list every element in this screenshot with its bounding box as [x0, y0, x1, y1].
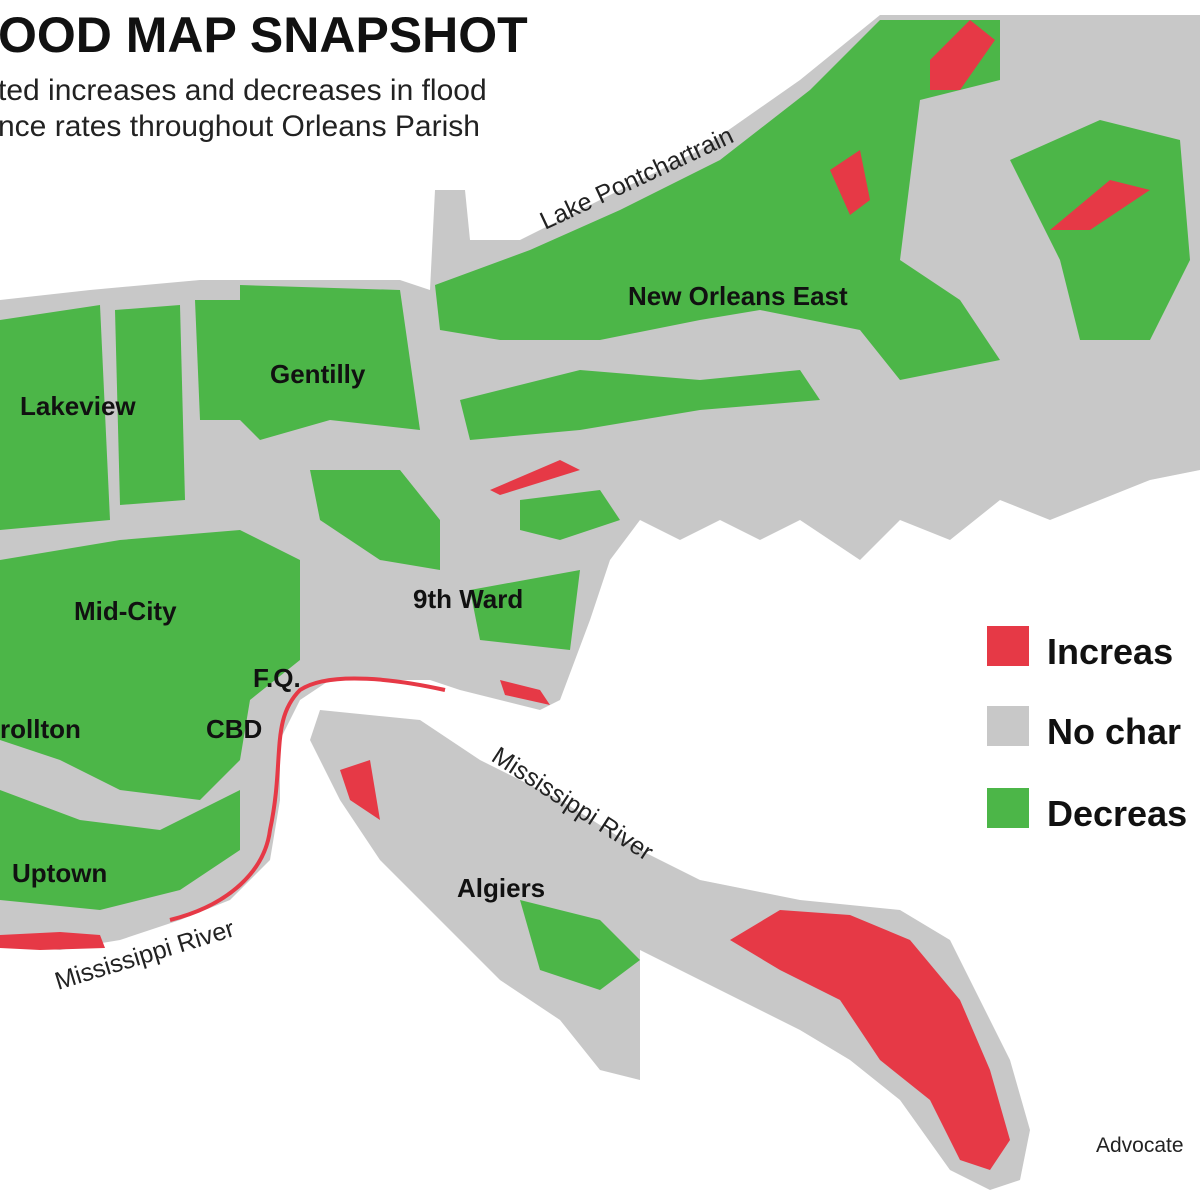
place-label: rollton	[0, 714, 81, 744]
area	[830, 150, 870, 215]
place-label: Gentilly	[270, 359, 366, 389]
area	[1050, 180, 1150, 230]
area	[730, 910, 1010, 1170]
area	[240, 285, 420, 440]
credit: Advocate	[1096, 1134, 1184, 1157]
area	[435, 20, 1000, 380]
area	[930, 20, 995, 90]
area	[470, 570, 580, 650]
area	[490, 460, 580, 495]
legend-label: Increas	[1047, 631, 1173, 672]
river-edge	[169, 676, 446, 922]
area	[0, 530, 300, 800]
header: OOD MAP SNAPSHOT ted increases and decre…	[0, 7, 528, 143]
subtitle: nce rates throughout Orleans Parish	[0, 110, 480, 143]
increase-areas	[0, 20, 1150, 1170]
area	[195, 300, 240, 420]
place-label: F.Q.	[253, 663, 301, 693]
place-label: CBD	[206, 714, 262, 744]
legend: Increas No char Decreas	[987, 626, 1187, 834]
area	[310, 470, 440, 570]
legend-label: No char	[1047, 711, 1181, 752]
area	[1010, 120, 1190, 340]
area	[0, 790, 240, 910]
subtitle: ted increases and decreases in flood	[0, 74, 487, 107]
decrease-areas	[0, 20, 1190, 990]
legend-swatch	[987, 626, 1029, 666]
area	[460, 370, 820, 440]
area	[500, 680, 550, 705]
area	[340, 760, 380, 820]
legend-swatch	[987, 706, 1029, 746]
area	[115, 305, 185, 505]
area	[520, 490, 620, 540]
legend-swatch	[987, 788, 1029, 828]
map-shapes	[0, 15, 1200, 1190]
area	[0, 932, 105, 950]
place-label: 9th Ward	[413, 584, 523, 614]
title: OOD MAP SNAPSHOT	[0, 7, 528, 63]
legend-label: Decreas	[1047, 793, 1187, 834]
place-label: New Orleans East	[628, 281, 848, 311]
place-label: Lakeview	[20, 391, 136, 421]
place-label: Uptown	[12, 858, 107, 888]
place-label: Mid-City	[74, 596, 177, 626]
area	[520, 900, 640, 990]
area	[0, 305, 110, 530]
place-label: Algiers	[457, 873, 545, 903]
algiers-bank	[310, 710, 1030, 1190]
